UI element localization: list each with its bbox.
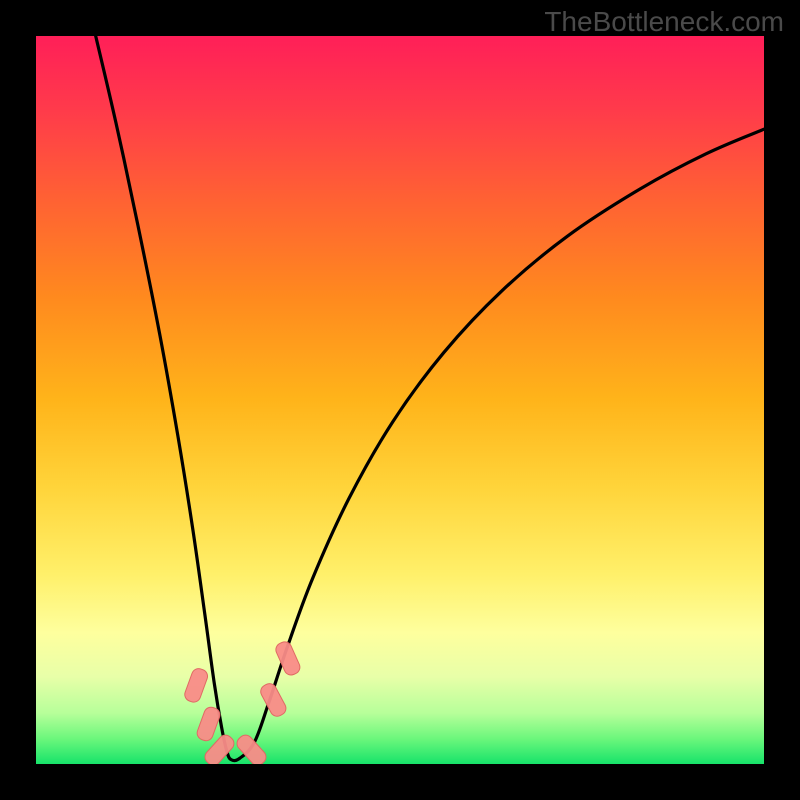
plot-area	[36, 36, 764, 764]
curve-layer	[36, 36, 764, 764]
valley-marker	[195, 705, 222, 742]
bottleneck-curve	[96, 36, 764, 761]
valley-marker	[258, 681, 288, 719]
marker-group	[183, 640, 302, 764]
watermark-text: TheBottleneck.com	[544, 6, 784, 38]
valley-marker	[183, 667, 210, 704]
stage: TheBottleneck.com	[0, 0, 800, 800]
